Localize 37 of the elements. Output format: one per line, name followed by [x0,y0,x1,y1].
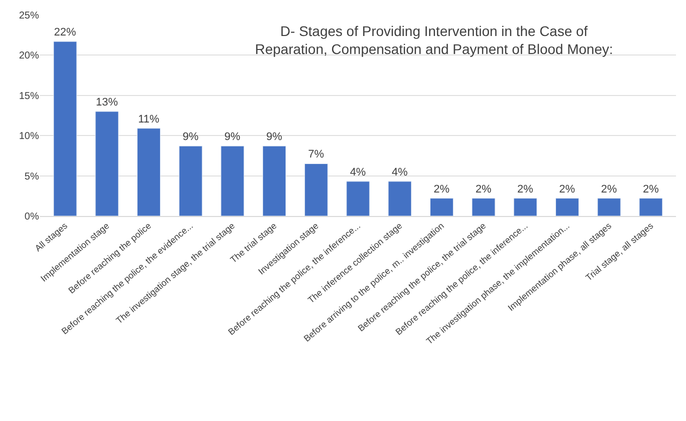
data-label: 2% [642,183,659,196]
bar [597,198,621,216]
y-tick-label: 20% [18,50,40,62]
y-tick-label: 15% [18,90,40,102]
bar [346,181,370,216]
bar [262,146,286,216]
bar [137,128,161,216]
bar [220,146,244,216]
data-label: 2% [559,183,576,196]
data-label: 4% [350,166,366,178]
data-label: 9% [224,131,241,144]
bar [639,198,663,216]
y-tick-label: 10% [18,131,40,142]
data-label: 13% [96,96,118,108]
bar [178,146,202,216]
y-tick-label: 5% [24,171,40,182]
data-label: 11% [138,113,160,126]
data-label: 9% [266,131,282,144]
data-label: 4% [392,166,408,178]
bar [95,111,119,216]
bar [514,198,538,216]
bar [430,198,454,216]
data-label: 7% [308,148,324,161]
data-label: 22% [54,26,76,39]
data-label: 2% [475,183,492,196]
y-tick-label: 25% [18,10,40,22]
text: D- Stages of Providing Intervention in the Case of Reparation, Compensation and Payment of Blood Money: [255,23,613,58]
data-label: 2% [517,183,534,196]
data-label: 2% [600,183,618,196]
bar [388,181,412,216]
y-tick-label: 0% [24,212,40,222]
bar [304,163,328,216]
data-label: 2% [434,183,450,196]
bar [555,198,579,216]
bar [472,198,496,216]
data-label: 9% [182,131,199,144]
bar [53,41,77,216]
